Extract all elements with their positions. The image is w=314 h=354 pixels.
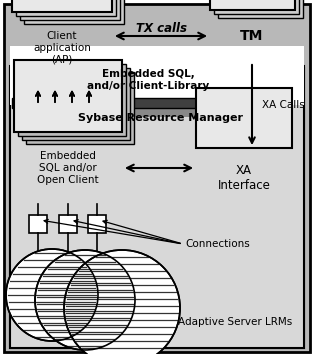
- Text: XA
Interface: XA Interface: [218, 164, 270, 192]
- Text: Embedded SQL,
and/or Client-Library: Embedded SQL, and/or Client-Library: [87, 69, 209, 91]
- Bar: [10, 66, 304, 348]
- Text: Adaptive Server LRMs: Adaptive Server LRMs: [178, 317, 292, 327]
- Bar: [29, 215, 47, 233]
- Text: Connections: Connections: [185, 239, 250, 249]
- Bar: [20, 0, 120, 20]
- Bar: [10, 48, 304, 105]
- Circle shape: [35, 250, 135, 350]
- Bar: [214, 0, 299, 14]
- Text: XA Calls: XA Calls: [262, 100, 305, 110]
- Bar: [12, 98, 207, 108]
- Bar: [14, 60, 122, 132]
- Bar: [26, 72, 134, 144]
- Text: Client
application
(AP): Client application (AP): [33, 32, 91, 64]
- Text: TM: TM: [240, 29, 264, 43]
- Circle shape: [6, 249, 98, 341]
- Bar: [218, 0, 303, 18]
- Bar: [18, 64, 126, 136]
- Bar: [10, 46, 304, 100]
- Text: TX calls: TX calls: [136, 22, 187, 34]
- Bar: [24, 0, 124, 24]
- Circle shape: [64, 250, 180, 354]
- Text: Embedded
SQL and/or
Open Client: Embedded SQL and/or Open Client: [37, 152, 99, 184]
- Bar: [21, 107, 216, 117]
- Bar: [59, 215, 77, 233]
- Bar: [88, 215, 106, 233]
- Bar: [12, 0, 112, 12]
- Text: Sybase Resource Manager: Sybase Resource Manager: [78, 113, 242, 123]
- Bar: [15, 101, 210, 111]
- Bar: [10, 68, 304, 348]
- Bar: [210, 0, 295, 10]
- Bar: [196, 88, 292, 148]
- Bar: [18, 104, 213, 114]
- Bar: [22, 68, 130, 140]
- Bar: [16, 0, 116, 16]
